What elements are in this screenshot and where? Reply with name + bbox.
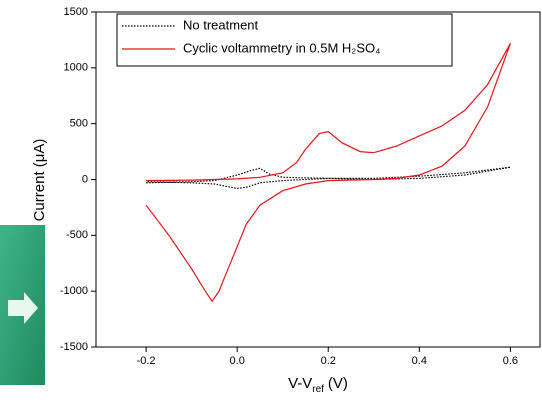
y-tick-label: 0 [82, 173, 88, 185]
legend-label: No treatment [183, 17, 259, 32]
legend-box [116, 13, 453, 67]
side-image [0, 225, 45, 385]
y-axis-label: Current (μA) [31, 139, 48, 222]
y-tick-label: -1000 [60, 285, 88, 297]
x-label-unit: (V) [328, 375, 348, 392]
y-tick-label: -1500 [60, 341, 88, 353]
x-tick-label: 0.0 [230, 355, 245, 367]
x-tick-label: 0.4 [412, 355, 427, 367]
data-line [146, 166, 511, 190]
y-tick-label: -500 [66, 229, 88, 241]
y-tick-label: 1000 [64, 62, 88, 74]
x-tick-label: 0.2 [321, 355, 336, 367]
legend-label: Cyclic voltammetry in 0.5M H₂SO₄ [183, 40, 380, 55]
y-tick-label: 1500 [64, 6, 88, 18]
data-line [145, 43, 511, 303]
x-label-sub: ref [312, 384, 324, 395]
x-tick-label: -0.2 [137, 355, 156, 367]
y-tick-label: 500 [70, 118, 88, 130]
x-tick-label: 0.6 [503, 355, 518, 367]
x-axis-label: V-Vref (V) [288, 375, 348, 395]
x-label-main: V-V [288, 375, 312, 392]
